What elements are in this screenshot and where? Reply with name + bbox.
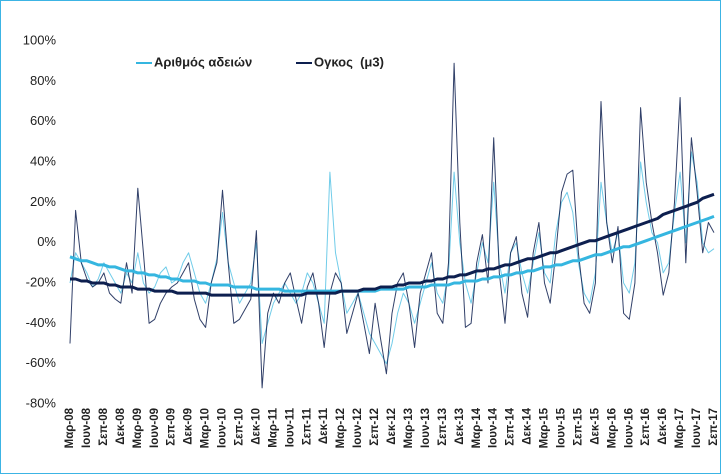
x-tick-label: Ιουν-15 — [556, 407, 568, 448]
y-tick-label: 100% — [23, 32, 57, 47]
x-tick-label: Μαρ-13 — [403, 408, 415, 448]
x-tick-label: Μαρ-15 — [539, 407, 551, 448]
x-tick-label: Σεπ-17 — [708, 408, 720, 446]
x-tick-label: Δεκ-14 — [522, 407, 534, 444]
x-tick-label: Ιουν-09 — [149, 408, 161, 448]
x-tick-label: Σεπ-12 — [369, 408, 381, 446]
x-tick-label: Μαρ-09 — [132, 408, 144, 448]
y-tick-label: -40% — [26, 315, 57, 330]
y-tick-label: -20% — [26, 274, 57, 289]
x-tick-label: Σεπ-13 — [437, 408, 449, 446]
x-tick-label: Δεκ-11 — [318, 407, 330, 444]
x-tick-label: Σεπ-16 — [640, 408, 652, 446]
x-tick-label: Ιουν-13 — [420, 408, 432, 448]
x-tick-label: Δεκ-08 — [115, 407, 127, 444]
y-tick-label: 20% — [30, 194, 56, 209]
legend-label: Αριθμός αδειών — [154, 54, 252, 69]
x-tick-label: Μαρ-14 — [471, 407, 483, 448]
x-tick-label: Σεπ-11 — [301, 407, 313, 445]
y-tick-label: 0% — [37, 234, 56, 249]
trend-line — [69, 214, 715, 293]
x-tick-label: Ιουν-16 — [623, 408, 635, 448]
x-tick-label: Σεπ-08 — [98, 407, 110, 445]
x-tick-label: Ιουν-10 — [217, 408, 229, 448]
x-tick-label: Σεπ-15 — [572, 407, 584, 445]
x-tick-label: Μαρ-12 — [335, 408, 347, 448]
y-tick-label: 80% — [30, 73, 56, 88]
x-tick-label: Σεπ-14 — [505, 407, 517, 445]
x-tick-label: Ιουν-14 — [488, 407, 500, 448]
x-tick-label: Μαρ-17 — [674, 408, 686, 448]
x-tick-label: Δεκ-16 — [657, 408, 669, 445]
x-tick-label: Ιουν-12 — [352, 408, 364, 448]
y-tick-label: 40% — [30, 153, 56, 168]
y-tick-label: -80% — [26, 395, 57, 410]
x-tick-label: Μαρ-10 — [200, 408, 212, 448]
x-tick-label: Μαρ-11 — [267, 407, 279, 447]
x-tick-label: Δεκ-09 — [183, 408, 195, 445]
x-tick-label: Δεκ-13 — [454, 408, 466, 445]
x-tick-label: Ιουν-08 — [81, 407, 93, 448]
legend-label: Ογκος (μ3) — [314, 54, 384, 69]
x-tick-label: Μαρ-08 — [64, 407, 76, 448]
x-tick-label: Σεπ-10 — [234, 408, 246, 446]
x-tick-label: Δεκ-12 — [386, 408, 398, 445]
series-line — [69, 62, 715, 389]
x-tick-label: Ιουν-17 — [691, 408, 703, 448]
x-tick-label: Σεπ-09 — [166, 408, 178, 446]
trend-line — [70, 192, 715, 297]
y-tick-label: -60% — [26, 355, 57, 370]
x-tick-label: Δεκ-15 — [589, 407, 601, 444]
y-tick-label: 60% — [30, 113, 56, 128]
x-tick-label: Ιουν-11 — [284, 407, 296, 447]
x-tick-label: Μαρ-16 — [606, 408, 618, 448]
x-tick-label: Δεκ-10 — [250, 408, 262, 445]
